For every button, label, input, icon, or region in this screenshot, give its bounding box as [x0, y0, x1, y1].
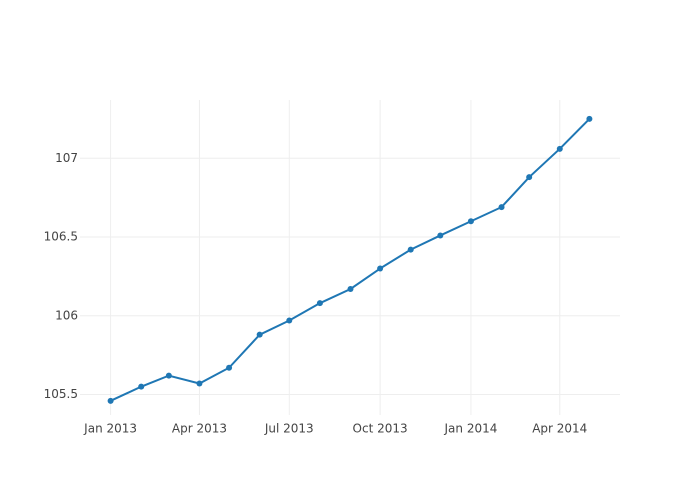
line — [110, 118, 591, 402]
y-tick-label: 105.5 — [44, 387, 78, 401]
x-tick-label: Jan 2013 — [83, 422, 137, 436]
marker — [556, 145, 563, 152]
y-tick-label: 106.5 — [44, 230, 78, 244]
marker — [407, 246, 414, 253]
y-tick-label: 107 — [55, 151, 78, 165]
x-tick-label: Jan 2014 — [444, 422, 498, 436]
marker — [138, 383, 145, 390]
marker — [377, 265, 384, 272]
x-tick-label: Jul 2013 — [264, 422, 314, 436]
marker — [196, 380, 203, 387]
marker — [437, 232, 444, 239]
marker — [226, 364, 233, 371]
marker — [107, 397, 114, 404]
marker — [347, 286, 354, 292]
marker — [586, 115, 593, 122]
marker — [498, 204, 505, 211]
y-tick-label: 106 — [55, 308, 78, 322]
x-tick-label: Oct 2013 — [353, 422, 408, 436]
marker — [286, 317, 293, 324]
x-tick-label: Apr 2013 — [172, 422, 227, 436]
x-tick-label: Apr 2014 — [532, 422, 587, 436]
marker — [526, 174, 533, 181]
marker — [467, 218, 474, 225]
marker — [256, 331, 263, 338]
marker — [165, 372, 172, 379]
marker — [316, 300, 323, 307]
